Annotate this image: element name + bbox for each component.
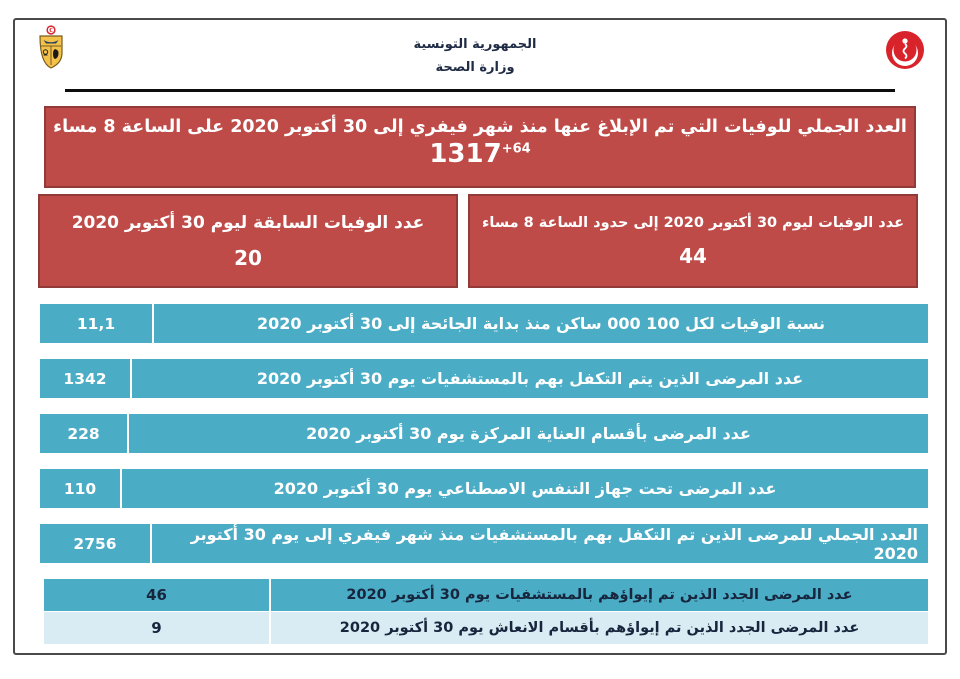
- stat-rows: نسبة الوفيات لكل 100 000 ساكن منذ بداية …: [40, 304, 928, 563]
- header-title-republic: الجمهورية التونسية: [413, 37, 537, 52]
- admissions-row-hospital: عدد المرضى الجدد الذين تم إيواؤهم بالمست…: [44, 579, 928, 611]
- page-frame: الجمهورية التونسية وزارة الصحة العدد الج…: [13, 18, 947, 655]
- previous-deaths-value: 20: [234, 245, 262, 270]
- stat-row-icu: عدد المرضى بأقسام العناية المركزة يوم 30…: [40, 414, 928, 453]
- admissions-value: 9: [44, 612, 269, 644]
- stat-label: عدد المرضى الذين يتم التكفل بهم بالمستشف…: [132, 359, 928, 398]
- previous-deaths-label: عدد الوفيات السابقة ليوم 30 أكتوبر 2020: [71, 212, 425, 233]
- stat-value: 11,1: [40, 304, 152, 343]
- header-divider: [65, 89, 895, 92]
- stat-value: 1342: [40, 359, 130, 398]
- previous-deaths-box: عدد الوفيات السابقة ليوم 30 أكتوبر 2020 …: [38, 194, 458, 288]
- admissions-row-resuscitation: عدد المرضى الجدد الذين تم إيواؤهم بأقسام…: [44, 612, 928, 644]
- ministry-of-health-logo-icon: [886, 31, 924, 69]
- total-deaths-value: 1317: [429, 139, 502, 169]
- stat-label: العدد الجملي للمرضى الذين تم التكفل بهم …: [152, 524, 928, 563]
- header-title-ministry: وزارة الصحة: [435, 60, 515, 75]
- daily-deaths-label: عدد الوفيات ليوم 30 أكتوبر 2020 إلى حدود…: [481, 214, 905, 231]
- admissions-label: عدد المرضى الجدد الذين تم إيواؤهم بالمست…: [271, 579, 928, 611]
- stat-row-death-rate: نسبة الوفيات لكل 100 000 ساكن منذ بداية …: [40, 304, 928, 343]
- banner-title: العدد الجملي للوفيات التي تم الإبلاغ عنه…: [53, 117, 907, 137]
- stat-row-total-hospitalized: العدد الجملي للمرضى الذين تم التكفل بهم …: [40, 524, 928, 563]
- tunisia-coat-of-arms-icon: [39, 25, 63, 69]
- admissions-table: عدد المرضى الجدد الذين تم إيواؤهم بالمست…: [44, 579, 928, 644]
- total-deaths-delta: +64: [501, 141, 531, 157]
- stat-value: 2756: [40, 524, 150, 563]
- stat-row-ventilator: عدد المرضى تحت جهاز التنفس الاصطناعي يوم…: [40, 469, 928, 508]
- stat-label: نسبة الوفيات لكل 100 000 ساكن منذ بداية …: [154, 304, 928, 343]
- stat-label: عدد المرضى بأقسام العناية المركزة يوم 30…: [129, 414, 928, 453]
- daily-deaths-value: 44: [679, 243, 707, 268]
- daily-deaths-box: عدد الوفيات ليوم 30 أكتوبر 2020 إلى حدود…: [468, 194, 918, 288]
- admissions-value: 46: [44, 579, 269, 611]
- death-boxes: عدد الوفيات ليوم 30 أكتوبر 2020 إلى حدود…: [38, 194, 918, 288]
- admissions-label: عدد المرضى الجدد الذين تم إيواؤهم بأقسام…: [271, 612, 928, 644]
- stat-value: 110: [40, 469, 120, 508]
- stat-label: عدد المرضى تحت جهاز التنفس الاصطناعي يوم…: [122, 469, 928, 508]
- header-titles: الجمهورية التونسية وزارة الصحة: [413, 33, 536, 79]
- total-deaths-banner: العدد الجملي للوفيات التي تم الإبلاغ عنه…: [44, 106, 916, 188]
- stat-value: 228: [40, 414, 127, 453]
- stat-row-hospitalized: عدد المرضى الذين يتم التكفل بهم بالمستشف…: [40, 359, 928, 398]
- header: الجمهورية التونسية وزارة الصحة: [15, 20, 945, 79]
- total-deaths-number: 1317+64: [46, 139, 914, 169]
